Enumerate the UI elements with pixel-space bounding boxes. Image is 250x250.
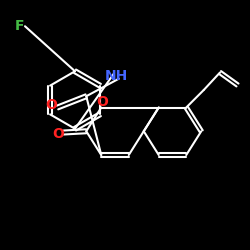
Text: NH: NH [104, 69, 128, 83]
Text: O: O [52, 127, 64, 141]
Text: O: O [96, 96, 108, 110]
Text: F: F [15, 19, 25, 33]
Text: O: O [45, 98, 57, 112]
